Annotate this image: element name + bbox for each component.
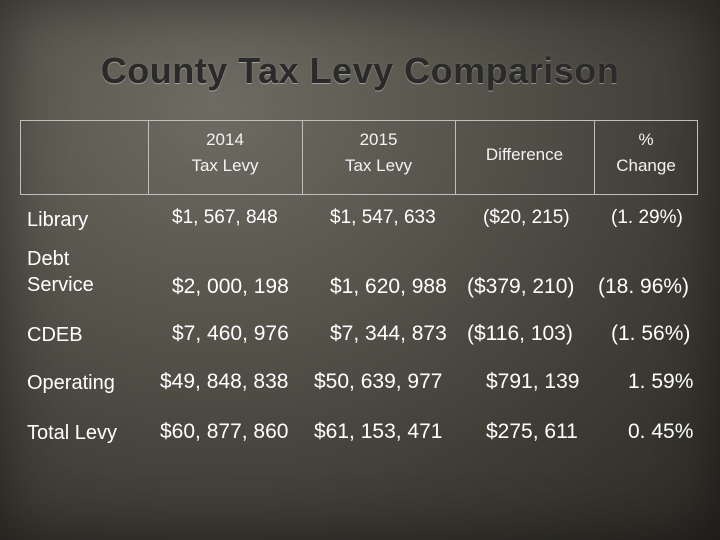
- header-divider: [455, 120, 456, 195]
- row-label-operating: Operating: [27, 372, 115, 394]
- row-label-debt-line1: Debt: [27, 248, 70, 270]
- row-label-debt-line2: Service: [27, 274, 94, 296]
- header-divider: [594, 120, 595, 195]
- cell-cdeb-pct: (1. 56%): [611, 322, 691, 345]
- cell-cdeb-2014: $7, 460, 976: [172, 322, 289, 345]
- cell-debt-2015: $1, 620, 988: [330, 275, 447, 298]
- cell-total-2015: $61, 153, 471: [314, 420, 443, 443]
- header-divider: [148, 120, 149, 195]
- cell-operating-2015: $50, 639, 977: [314, 370, 443, 393]
- cell-cdeb-2015: $7, 344, 873: [330, 322, 447, 345]
- row-label-cdeb: CDEB: [27, 324, 83, 346]
- cell-operating-difference: $791, 139: [486, 370, 580, 393]
- table-header-frame: [20, 120, 698, 195]
- row-label-debt-service: Debt Service: [27, 246, 94, 298]
- header-2014-tax-levy: 2014 Tax Levy: [148, 127, 302, 179]
- cell-library-2014: $1, 567, 848: [172, 207, 278, 228]
- cell-cdeb-difference: ($116, 103): [467, 322, 573, 345]
- row-label-library: Library: [27, 209, 89, 231]
- header-divider: [302, 120, 303, 195]
- header-2015-line2: Tax Levy: [344, 156, 413, 175]
- header-2014-line2: Tax Levy: [191, 156, 259, 175]
- row-label-total-levy: Total Levy: [27, 422, 118, 444]
- cell-operating-pct: 1. 59%: [628, 370, 694, 393]
- header-2015-tax-levy: 2015 Tax Levy: [302, 127, 455, 179]
- header-pct-line2: Change: [616, 156, 676, 175]
- header-difference: Difference: [485, 145, 564, 164]
- cell-total-2014: $60, 877, 860: [160, 420, 289, 443]
- cell-debt-pct: (18. 96%): [598, 275, 690, 298]
- cell-total-pct: 0. 45%: [628, 420, 694, 443]
- cell-library-2015: $1, 547, 633: [330, 207, 436, 228]
- slide-title: County Tax Levy Comparison: [100, 50, 620, 91]
- cell-library-pct: (1. 29%): [611, 207, 683, 228]
- cell-total-difference: $275, 611: [486, 420, 578, 443]
- cell-library-difference: ($20, 215): [483, 207, 570, 228]
- cell-operating-2014: $49, 848, 838: [160, 370, 289, 393]
- header-2014-line1: 2014: [206, 130, 244, 149]
- cell-debt-2014: $2, 000, 198: [172, 275, 289, 298]
- header-pct-change: % Change: [594, 127, 698, 179]
- cell-debt-difference: ($379, 210): [467, 275, 575, 298]
- header-pct-line1: %: [638, 130, 654, 149]
- header-2015-line1: 2015: [359, 130, 398, 149]
